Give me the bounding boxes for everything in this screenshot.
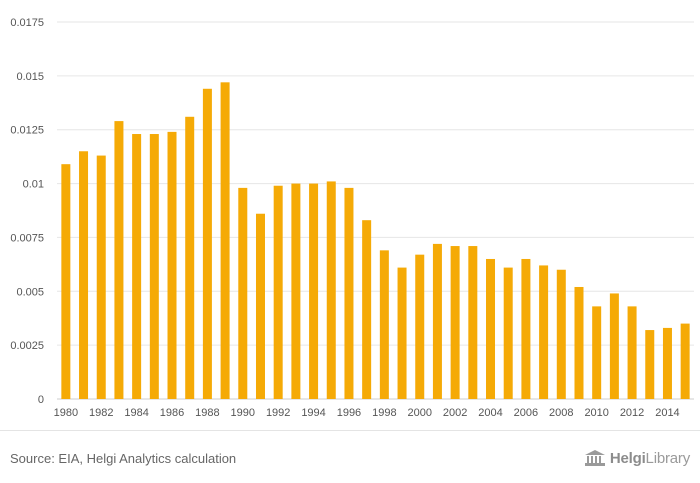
x-tick-label: 1998: [372, 407, 396, 419]
bar-1996[interactable]: [344, 187, 354, 399]
y-tick-label: 0.005: [16, 286, 44, 298]
y-tick-label: 0.0125: [10, 125, 44, 137]
bar-1986[interactable]: [167, 131, 177, 399]
bar-2012[interactable]: [627, 306, 637, 399]
bar-1995[interactable]: [326, 181, 336, 399]
bar-2008[interactable]: [556, 269, 566, 399]
bar-2009[interactable]: [574, 286, 584, 399]
bar-2007[interactable]: [539, 265, 549, 399]
brand-name: HelgiLibrary: [610, 450, 690, 467]
bar-2003[interactable]: [468, 246, 478, 399]
x-tick-label: 1994: [301, 407, 325, 419]
y-tick-label: 0.0025: [10, 340, 44, 352]
x-tick-label: 2000: [407, 407, 431, 419]
x-tick-label: 1980: [54, 407, 78, 419]
bar-2010[interactable]: [592, 306, 602, 399]
brand-name-regular: Library: [645, 449, 691, 467]
x-tick-label: 2004: [478, 407, 502, 419]
bar-1988[interactable]: [202, 88, 212, 399]
x-tick-label: 1992: [266, 407, 290, 419]
library-building-icon: [584, 450, 605, 466]
y-tick-label: 0: [38, 394, 44, 406]
bar-2013[interactable]: [645, 330, 655, 399]
x-tick-label: 2008: [549, 407, 573, 419]
bar-1991[interactable]: [255, 213, 265, 399]
bar-1989[interactable]: [220, 82, 230, 399]
bar-1983[interactable]: [114, 121, 124, 399]
chart-footer: Source: EIA, Helgi Analytics calculation…: [0, 430, 700, 483]
bar-1982[interactable]: [96, 155, 106, 399]
y-tick-label: 0.01: [23, 179, 44, 191]
bar-2006[interactable]: [521, 258, 531, 399]
source-note: Source: EIA, Helgi Analytics calculation: [10, 451, 237, 466]
bar-1981[interactable]: [79, 151, 89, 399]
bar-1992[interactable]: [273, 185, 283, 399]
bars: [61, 82, 690, 399]
bar-2015[interactable]: [680, 323, 690, 399]
bar-1990[interactable]: [238, 187, 248, 399]
bar-2000[interactable]: [415, 254, 425, 399]
x-tick-label: 1990: [231, 407, 255, 419]
y-tick-label: 0.0175: [10, 17, 44, 29]
bar-1984[interactable]: [132, 134, 142, 399]
bar-1999[interactable]: [397, 267, 407, 399]
x-tick-label: 2002: [443, 407, 467, 419]
bar-chart: 00.00250.0050.00750.010.01250.0150.0175 …: [10, 17, 694, 419]
bar-2014[interactable]: [662, 327, 672, 399]
chart-area: 0 0.0025 0.005 0.0075 0.01 0.0125 0.015 0.0175 …: [10, 17, 694, 419]
x-tick-label: 2014: [655, 407, 679, 419]
y-tick-label: 0.0075: [10, 232, 44, 244]
bar-1993[interactable]: [291, 183, 301, 399]
x-tick-label: 2012: [620, 407, 644, 419]
bar-1994[interactable]: [309, 183, 319, 399]
bar-1980[interactable]: [61, 164, 71, 399]
x-tick-label: 2006: [514, 407, 538, 419]
helgi-library-logo[interactable]: HelgiLibrary: [584, 447, 690, 469]
bar-1997[interactable]: [362, 220, 372, 399]
x-tick-label: 1982: [89, 407, 113, 419]
x-tick-label: 1986: [160, 407, 184, 419]
bar-1985[interactable]: [149, 134, 159, 399]
x-tick-label: 2010: [584, 407, 608, 419]
bar-2001[interactable]: [432, 243, 442, 399]
x-tick-label: 1988: [195, 407, 219, 419]
bar-2011[interactable]: [609, 293, 619, 399]
y-axis-tick-labels: 0 0.0025 0.005 0.0075 0.01 0.0125 0.015 0.0175: [10, 17, 44, 406]
x-axis-tick-labels: 1980 1982 1984 1986 1988 1990 1992 1994 1996 1998…: [54, 407, 680, 419]
x-tick-label: 1984: [124, 407, 148, 419]
x-tick-label: 1996: [337, 407, 361, 419]
bar-1998[interactable]: [379, 250, 389, 399]
grid-lines: [57, 21, 694, 400]
bar-2002[interactable]: [450, 246, 460, 399]
bar-1987[interactable]: [185, 116, 195, 399]
bar-2004[interactable]: [486, 258, 496, 399]
footer-divider: [0, 430, 700, 431]
bar-2005[interactable]: [503, 267, 513, 399]
y-tick-label: 0.015: [16, 71, 44, 83]
brand-name-bold: Helgi: [609, 449, 646, 467]
